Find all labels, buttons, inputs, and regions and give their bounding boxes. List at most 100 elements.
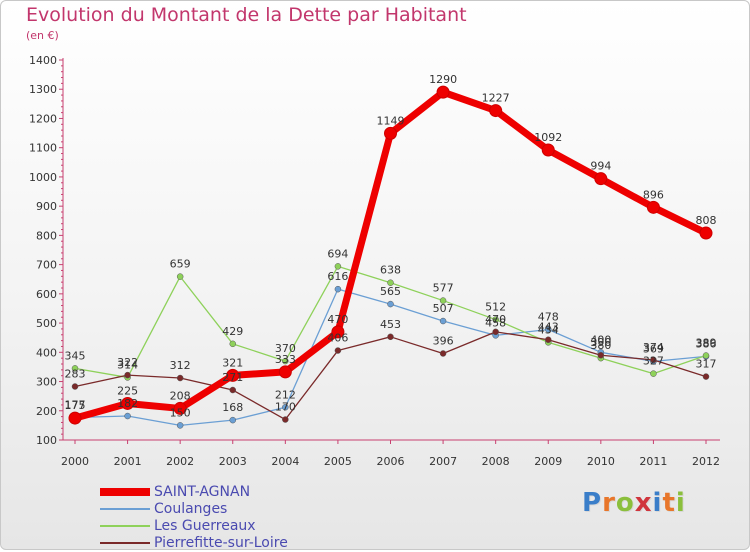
data-label-coulanges: 177 [65, 398, 86, 411]
data-label-coulanges: 150 [170, 406, 191, 419]
data-point-pierrefitte-sur-loire [439, 350, 447, 357]
data-label-pierrefitte-sur-loire: 443 [538, 321, 559, 334]
x-tick-label: 2010 [587, 455, 615, 468]
data-point-pierrefitte-sur-loire [176, 374, 184, 382]
data-point-saint-agnan [699, 226, 713, 240]
data-label-les-guerreaux: 380 [590, 339, 611, 352]
data-label-coulanges: 400 [590, 333, 611, 346]
data-point-coulanges [282, 404, 289, 411]
data-label-saint-agnan: 321 [222, 356, 243, 369]
data-label-saint-agnan: 470 [327, 313, 348, 326]
data-point-saint-agnan [173, 401, 187, 415]
data-label-les-guerreaux: 429 [222, 325, 243, 338]
data-label-coulanges: 507 [433, 302, 454, 315]
data-point-les-guerreaux [492, 316, 499, 323]
data-label-saint-agnan: 1290 [429, 73, 457, 86]
proxiti-logo: Proxiti [582, 488, 686, 518]
data-point-pierrefitte-sur-loire [282, 416, 289, 423]
data-label-pierrefitte-sur-loire: 470 [485, 313, 506, 326]
data-point-les-guerreaux [176, 273, 184, 280]
data-label-les-guerreaux: 434 [538, 323, 559, 336]
data-label-pierrefitte-sur-loire: 271 [222, 371, 243, 384]
x-tick-label: 2012 [692, 455, 720, 468]
y-tick-label: 100 [36, 434, 57, 447]
data-point-saint-agnan [226, 368, 240, 382]
data-label-saint-agnan: 808 [696, 214, 717, 227]
data-label-les-guerreaux: 577 [433, 282, 454, 295]
data-point-pierrefitte-sur-loire [597, 351, 605, 359]
y-tick-label: 1200 [29, 112, 57, 125]
data-label-les-guerreaux: 638 [380, 264, 401, 277]
x-tick-label: 2001 [114, 455, 142, 468]
legend-swatch [100, 542, 150, 544]
data-label-les-guerreaux: 314 [117, 358, 138, 371]
data-label-pierrefitte-sur-loire: 374 [643, 341, 664, 354]
legend-swatch [100, 488, 150, 496]
data-point-saint-agnan [384, 126, 397, 140]
data-point-pierrefitte-sur-loire [71, 383, 79, 390]
data-point-les-guerreaux [71, 365, 79, 372]
y-tick-label: 300 [36, 376, 57, 389]
data-label-pierrefitte-sur-loire: 396 [433, 334, 454, 347]
data-label-pierrefitte-sur-loire: 317 [696, 358, 717, 371]
data-point-les-guerreaux [702, 352, 710, 359]
y-tick-label: 600 [36, 288, 57, 301]
data-point-saint-agnan [436, 85, 450, 99]
data-point-pierrefitte-sur-loire [334, 347, 342, 354]
x-tick-label: 2000 [61, 455, 89, 468]
data-point-saint-agnan [331, 325, 345, 339]
data-label-coulanges: 182 [117, 397, 138, 410]
data-label-saint-agnan: 994 [590, 160, 611, 173]
data-point-pierrefitte-sur-loire [650, 356, 657, 364]
x-tick-label: 2008 [482, 455, 510, 468]
y-tick-label: 1300 [29, 83, 57, 96]
data-point-pierrefitte-sur-loire [229, 386, 236, 394]
data-label-saint-agnan: 208 [170, 389, 191, 402]
data-label-les-guerreaux: 370 [275, 342, 296, 355]
data-point-pierrefitte-sur-loire [492, 328, 499, 336]
data-point-les-guerreaux [334, 263, 342, 270]
data-label-pierrefitte-sur-loire: 390 [590, 336, 611, 349]
data-point-saint-agnan [68, 411, 82, 425]
y-tick-label: 200 [36, 405, 57, 418]
legend-label: Coulanges [154, 501, 228, 517]
data-label-coulanges: 168 [222, 401, 243, 414]
logo-letter: r [602, 488, 616, 518]
data-point-saint-agnan [541, 143, 555, 157]
data-point-les-guerreaux [439, 297, 447, 304]
logo-letter: o [615, 488, 635, 518]
data-point-coulanges [439, 317, 447, 325]
y-tick-label: 900 [36, 200, 57, 213]
data-point-les-guerreaux [650, 370, 657, 377]
data-point-les-guerreaux [282, 357, 289, 365]
data-label-coulanges: 386 [696, 337, 717, 350]
y-tick-label: 700 [36, 259, 57, 272]
data-point-coulanges [124, 412, 131, 420]
data-point-coulanges [229, 416, 236, 424]
y-tick-label: 500 [36, 317, 57, 330]
legend-label: SAINT-AGNAN [154, 484, 251, 500]
data-label-coulanges: 212 [275, 388, 296, 401]
data-point-coulanges [387, 300, 394, 308]
data-point-les-guerreaux [229, 340, 236, 348]
logo-letter: i [675, 488, 686, 518]
data-point-saint-agnan [646, 200, 660, 214]
data-label-coulanges: 458 [485, 316, 506, 329]
data-label-saint-agnan: 1227 [482, 92, 510, 105]
logo-letter: P [582, 488, 603, 518]
data-label-pierrefitte-sur-loire: 406 [327, 332, 348, 345]
data-label-saint-agnan: 1092 [534, 131, 562, 144]
x-tick-label: 2003 [219, 455, 247, 468]
chart-title: Evolution du Montant de la Dette par Hab… [26, 4, 467, 26]
data-label-les-guerreaux: 659 [170, 258, 191, 271]
data-label-les-guerreaux: 512 [485, 301, 506, 314]
data-label-coulanges: 369 [643, 342, 664, 355]
data-label-coulanges: 478 [538, 311, 559, 324]
x-tick-label: 2007 [429, 455, 457, 468]
data-point-pierrefitte-sur-loire [124, 371, 131, 379]
x-tick-label: 2004 [271, 455, 299, 468]
y-tick-label: 1100 [29, 142, 57, 155]
data-point-pierrefitte-sur-loire [387, 333, 394, 341]
